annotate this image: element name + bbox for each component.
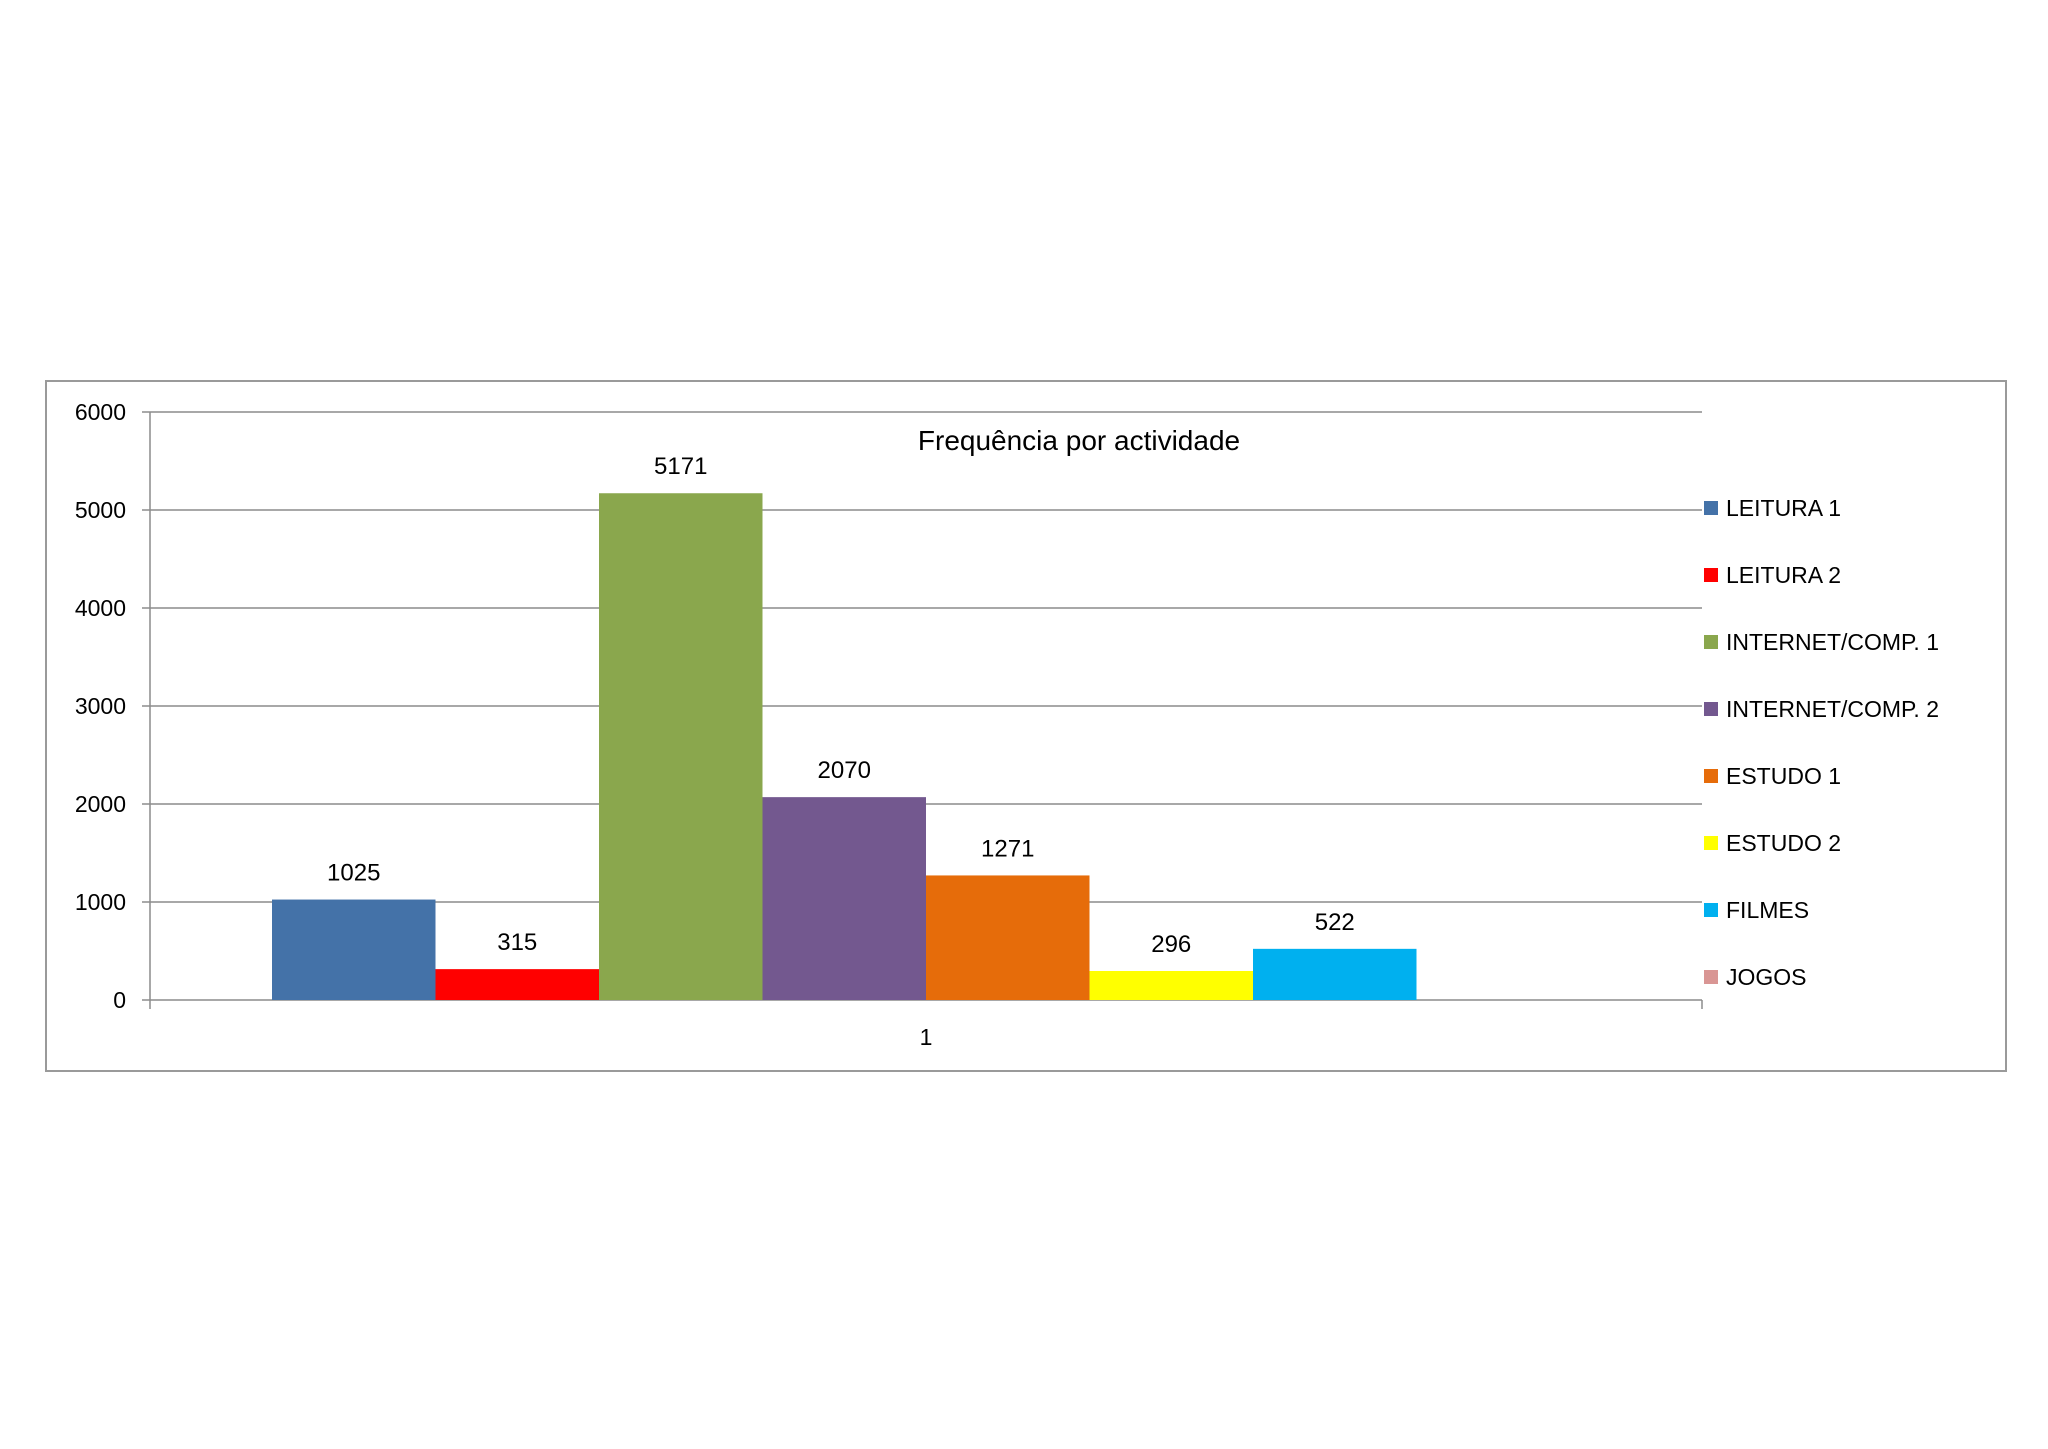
bars	[272, 493, 1417, 1000]
gridlines	[150, 411, 1702, 903]
legend-swatch	[1704, 568, 1718, 582]
legend-label: ESTUDO 1	[1726, 763, 1841, 789]
data-label: 2070	[818, 757, 871, 784]
data-labels: 1025 315 5171 2070 1271 296 522	[327, 453, 1355, 958]
y-tick-label: 2000	[75, 791, 126, 817]
bar-internet-comp-2	[762, 797, 926, 1000]
bar-leitura-2	[435, 969, 599, 1000]
data-label: 315	[497, 929, 537, 956]
legend-swatch	[1704, 769, 1718, 783]
legend-label: INTERNET/COMP. 2	[1726, 696, 1939, 722]
chart-title: Frequência por actividade	[918, 425, 1240, 456]
data-label: 296	[1151, 931, 1191, 958]
data-label: 5171	[654, 453, 707, 480]
y-tick-label: 6000	[75, 399, 126, 425]
legend-label: INTERNET/COMP. 1	[1726, 629, 1939, 655]
legend: LEITURA 1 LEITURA 2 INTERNET/COMP. 1 INTERN…	[1704, 495, 1939, 990]
bar-filmes	[1253, 948, 1417, 1000]
y-tick-label: 3000	[75, 693, 126, 719]
y-tick-label: 0	[113, 987, 126, 1013]
bar-internet-comp-1	[599, 493, 763, 1000]
data-label: 522	[1315, 909, 1355, 936]
legend-label: LEITURA 2	[1726, 562, 1841, 588]
y-tick-label: 5000	[75, 497, 126, 523]
legend-label: ESTUDO 2	[1726, 830, 1841, 856]
bar-estudo-2	[1089, 970, 1253, 1000]
legend-label: LEITURA 1	[1726, 495, 1841, 521]
chart-svg: 0 1000 2000 3000 4000 5000 6000 1 1025 315 5171 20…	[75, 399, 1939, 1050]
legend-swatch	[1704, 903, 1718, 917]
y-tick-label: 4000	[75, 595, 126, 621]
chart-frame: 0 1000 2000 3000 4000 5000 6000 1 1025 315 5171 20…	[45, 380, 2007, 1072]
legend-swatch	[1704, 970, 1718, 984]
data-label: 1025	[327, 860, 380, 887]
legend-label: JOGOS	[1726, 964, 1807, 990]
y-tick-label: 1000	[75, 889, 126, 915]
axes: 0 1000 2000 3000 4000 5000 6000 1	[75, 399, 1703, 1050]
legend-label: FILMES	[1726, 897, 1809, 923]
legend-swatch	[1704, 635, 1718, 649]
bar-leitura-1	[272, 899, 436, 1000]
legend-swatch	[1704, 836, 1718, 850]
data-label: 1271	[981, 835, 1034, 862]
bar-estudo-1	[926, 875, 1090, 1000]
legend-swatch	[1704, 702, 1718, 716]
x-tick-label: 1	[920, 1024, 933, 1050]
legend-swatch	[1704, 501, 1718, 515]
